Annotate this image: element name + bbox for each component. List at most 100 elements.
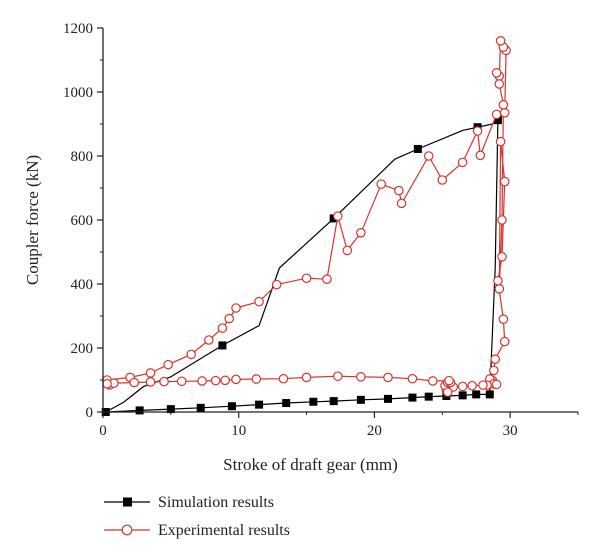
experimental-point bbox=[495, 136, 506, 147]
legend-marker-circle bbox=[121, 524, 133, 536]
experimental-point bbox=[467, 380, 477, 391]
legend-marker-square bbox=[123, 497, 132, 507]
experimental-point bbox=[332, 211, 343, 221]
experimental-point bbox=[493, 275, 503, 286]
experimental-point bbox=[472, 126, 483, 136]
simulation-point bbox=[458, 391, 467, 400]
experimental-point bbox=[231, 374, 241, 385]
experimental-point bbox=[159, 376, 169, 387]
experimental-point bbox=[102, 379, 112, 389]
simulation-point bbox=[282, 399, 291, 408]
y-axis-title: Coupler force (kN) bbox=[23, 155, 42, 285]
experimental-point bbox=[356, 371, 366, 382]
experimental-point bbox=[442, 387, 453, 397]
experimental-point bbox=[254, 296, 264, 307]
experimental-point bbox=[491, 68, 502, 78]
experimental-point bbox=[271, 279, 282, 290]
y-tick-label: 1200 bbox=[63, 21, 93, 37]
simulation-point bbox=[485, 390, 494, 399]
simulation-point bbox=[424, 392, 433, 401]
experimental-point bbox=[145, 368, 156, 378]
experimental-point bbox=[498, 314, 509, 324]
simulation-point bbox=[166, 405, 175, 414]
experimental-point bbox=[491, 109, 502, 120]
experimental-point bbox=[251, 374, 262, 384]
legend: Simulation results Experimental results bbox=[104, 494, 290, 539]
simulation-point bbox=[227, 402, 236, 411]
experimental-point bbox=[322, 274, 332, 284]
experimental-point bbox=[444, 375, 454, 386]
experimental-point bbox=[407, 373, 418, 384]
experimental-point bbox=[145, 377, 156, 387]
experimental-point bbox=[224, 313, 235, 324]
experimental-point bbox=[490, 354, 501, 364]
plot-area bbox=[101, 35, 511, 416]
x-tick-label: 20 bbox=[367, 423, 382, 439]
x-axis-title: Stroke of draft gear (mm) bbox=[223, 455, 398, 474]
legend-label: Simulation results bbox=[158, 494, 274, 511]
experimental-point bbox=[478, 380, 488, 390]
experimental-point bbox=[204, 335, 214, 345]
experimental-point bbox=[176, 376, 187, 387]
experimental-point bbox=[489, 365, 499, 376]
experimental-point bbox=[301, 372, 312, 383]
simulation-point bbox=[135, 406, 144, 415]
simulation-point bbox=[218, 341, 227, 350]
experimental-point bbox=[383, 372, 393, 383]
experimental-point bbox=[498, 100, 509, 110]
experimental-point bbox=[129, 377, 140, 388]
experimental-point bbox=[278, 373, 289, 384]
y-tick-label: 200 bbox=[71, 341, 94, 357]
experimental-point bbox=[427, 376, 438, 386]
simulation-point bbox=[329, 397, 338, 406]
experimental-point bbox=[499, 176, 510, 187]
experimental-point bbox=[231, 303, 241, 313]
experimental-point bbox=[394, 185, 404, 196]
simulation-point bbox=[255, 400, 264, 409]
x-tick-label: 30 bbox=[503, 423, 518, 439]
experimental-point bbox=[495, 35, 506, 46]
simulation-point bbox=[408, 393, 417, 402]
experimental-point bbox=[499, 108, 510, 118]
y-tick-label: 0 bbox=[86, 405, 94, 421]
legend-label: Experimental results bbox=[158, 522, 290, 539]
experimental-point bbox=[457, 381, 468, 392]
experimental-point bbox=[497, 251, 507, 262]
experimental-point bbox=[423, 151, 434, 161]
experimental-point bbox=[332, 371, 343, 381]
simulation-point bbox=[413, 144, 422, 153]
experimental-point bbox=[494, 79, 505, 89]
experimental-point bbox=[497, 215, 507, 225]
simulation-point bbox=[472, 390, 481, 399]
series-line-experimental bbox=[106, 40, 507, 393]
experimental-point bbox=[376, 179, 387, 189]
axes: 0 200 400 600 800 1000 1200 0 10 20 30 Stroke of dr… bbox=[23, 21, 579, 474]
experimental-point bbox=[210, 375, 221, 386]
simulation-point bbox=[384, 394, 392, 403]
experimental-point bbox=[475, 150, 486, 161]
simulation-point bbox=[493, 116, 502, 125]
experimental-point bbox=[342, 245, 353, 256]
experimental-point bbox=[163, 359, 173, 370]
experimental-point bbox=[491, 379, 502, 390]
experimental-point bbox=[494, 283, 505, 294]
simulation-point bbox=[309, 397, 318, 406]
experimental-point bbox=[217, 323, 228, 333]
experimental-point bbox=[356, 228, 366, 238]
experimental-point bbox=[437, 175, 448, 185]
experimental-point bbox=[499, 336, 510, 347]
experimental-point bbox=[301, 273, 312, 284]
y-tick-label: 400 bbox=[71, 277, 94, 293]
x-tick-label: 10 bbox=[231, 423, 246, 439]
simulation-point bbox=[356, 395, 365, 404]
x-tick-label: 0 bbox=[99, 423, 107, 439]
experimental-point bbox=[396, 198, 407, 209]
experimental-point bbox=[457, 157, 468, 168]
y-tick-label: 600 bbox=[71, 213, 94, 229]
experimental-point bbox=[197, 376, 207, 386]
y-tick-label: 800 bbox=[71, 149, 94, 165]
series-line-simulation bbox=[105, 119, 499, 413]
experimental-point bbox=[220, 375, 230, 386]
simulation-point bbox=[196, 403, 205, 412]
